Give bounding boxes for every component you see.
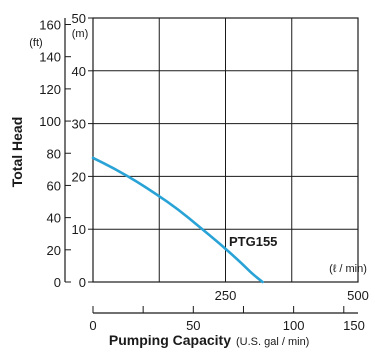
ft-tick-label: 120 bbox=[39, 82, 61, 97]
m-tick-label: 40 bbox=[72, 64, 86, 79]
ptg155-series-label: PTG155 bbox=[229, 234, 277, 249]
m-tick-label: 50 bbox=[72, 11, 86, 26]
gpm-axis bbox=[92, 306, 358, 314]
x-axis-title: Pumping Capacity bbox=[109, 332, 231, 348]
m-unit-label: (m) bbox=[72, 28, 89, 40]
ft-unit-label: (ft) bbox=[29, 37, 42, 49]
m-tick-label: 10 bbox=[72, 222, 86, 237]
m-tick-label: 0 bbox=[79, 275, 86, 290]
ft-tick-label: 20 bbox=[47, 243, 61, 258]
lmin-unit-label: (ℓ / min) bbox=[329, 263, 367, 275]
gpm-tick-label: 100 bbox=[283, 318, 305, 333]
ft-tick-label: 40 bbox=[47, 211, 61, 226]
ft-tick-label: 160 bbox=[39, 18, 61, 33]
head-ft-axis bbox=[64, 18, 71, 283]
m-tick-label: 30 bbox=[72, 117, 86, 132]
ptg155-curve bbox=[91, 156, 264, 284]
m-tick-label: 20 bbox=[72, 169, 86, 184]
lmin-tick-label: 500 bbox=[347, 288, 369, 303]
gpm-unit-label: (U.S. gal / min) bbox=[236, 336, 309, 348]
lmin-tick-label: 250 bbox=[215, 288, 237, 303]
ft-tick-label: 80 bbox=[47, 146, 61, 161]
ft-tick-label: 0 bbox=[54, 275, 61, 290]
gpm-tick-label: 0 bbox=[89, 318, 96, 333]
ft-tick-label: 140 bbox=[39, 50, 61, 65]
y-axis-title: Total Head bbox=[9, 117, 25, 188]
gpm-tick-label: 50 bbox=[186, 318, 200, 333]
ft-tick-label: 100 bbox=[39, 114, 61, 129]
gpm-tick-label: 150 bbox=[343, 318, 365, 333]
ft-tick-label: 60 bbox=[47, 178, 61, 193]
chart-grid bbox=[92, 17, 359, 283]
